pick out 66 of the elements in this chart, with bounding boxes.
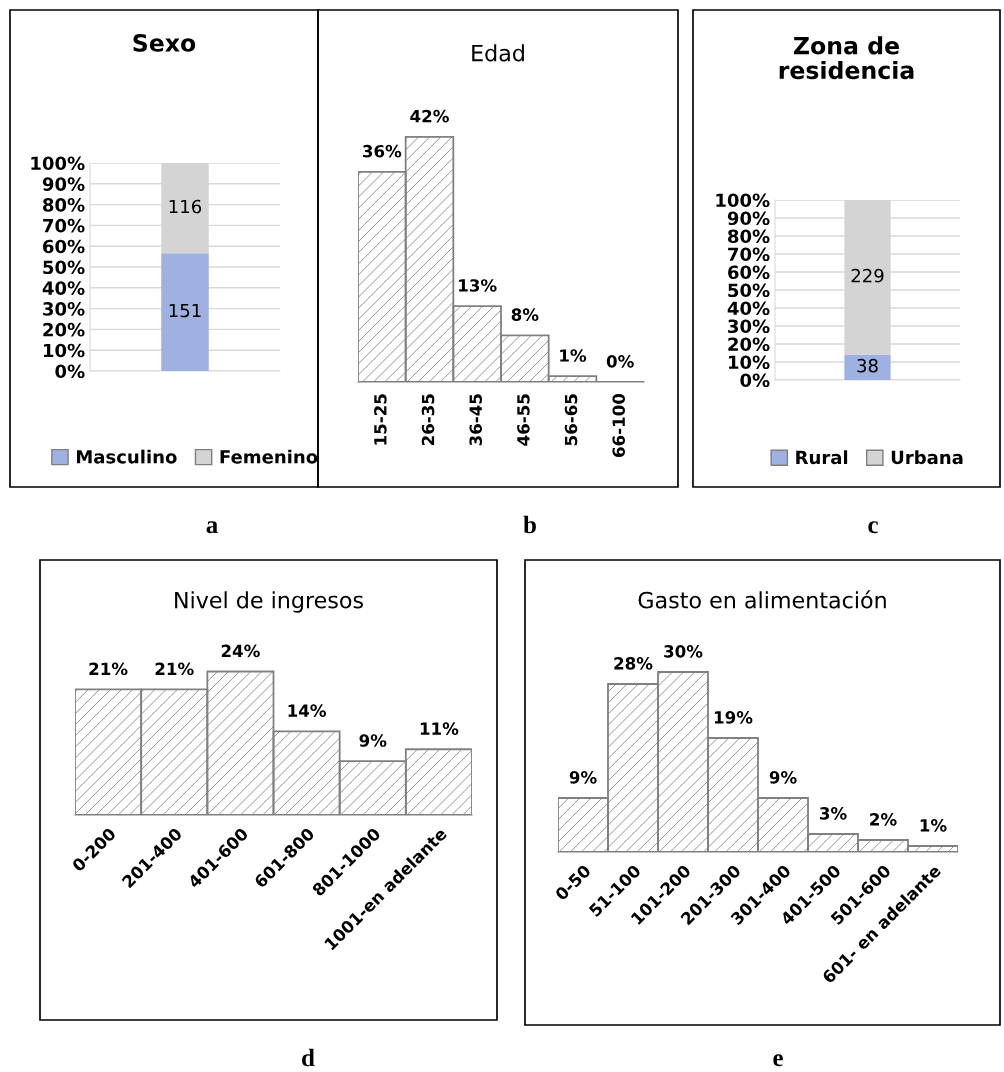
- y-tick-label: 80%: [43, 198, 85, 212]
- y-tick-label: 100%: [31, 156, 85, 171]
- text: c: [868, 521, 878, 534]
- text: d: [302, 1048, 315, 1067]
- data-label: 11%: [420, 722, 459, 735]
- chart-title: Nivel de ingresos: [175, 591, 363, 613]
- y-tick-label: 60%: [728, 265, 770, 280]
- data-label: 21%: [89, 662, 128, 676]
- y-tick-label: 30%: [728, 319, 770, 334]
- y-tick-label: 70%: [728, 247, 770, 262]
- annotation: 151: [169, 303, 201, 318]
- data-label: 1%: [920, 819, 947, 832]
- y-tick-label: 50%: [43, 260, 85, 275]
- x-tick-label: 56-65: [564, 394, 578, 446]
- data-label: 3%: [819, 807, 847, 820]
- y-tick-label: 70%: [43, 218, 85, 233]
- y-tick-label: 80%: [728, 229, 770, 244]
- data-label: 13%: [459, 279, 497, 292]
- y-tick-label: 10%: [728, 355, 770, 370]
- text: a: [206, 521, 218, 534]
- legend-label: Femenino: [220, 449, 318, 464]
- y-tick-label: 30%: [43, 302, 85, 316]
- y-tick-label: 40%: [727, 301, 770, 316]
- legend-label: Masculino: [76, 449, 177, 464]
- y-tick-label: 100%: [716, 193, 770, 208]
- chart-title: Edad: [472, 44, 524, 62]
- y-tick-label: 0%: [740, 373, 770, 388]
- legend-label: Rural: [796, 450, 848, 465]
- y-tick-label: 20%: [728, 337, 770, 352]
- legend-label: Urbana: [891, 450, 963, 465]
- data-label: 8%: [511, 308, 539, 321]
- chart-title: Sexo: [133, 33, 196, 52]
- data-label: 21%: [155, 662, 194, 676]
- y-tick-label: 50%: [728, 283, 770, 298]
- data-label: 0%: [606, 355, 634, 368]
- x-tick-label: 15-25: [374, 394, 387, 445]
- text: b: [523, 515, 536, 534]
- annotation: 38: [857, 358, 878, 373]
- data-label: 14%: [288, 704, 326, 717]
- y-tick-label: 90%: [42, 177, 85, 191]
- y-tick-label: 40%: [42, 281, 85, 295]
- x-tick-label: 46-55: [517, 394, 530, 446]
- chart-title: Gasto en alimentación: [638, 590, 886, 609]
- y-tick-label: 20%: [43, 322, 85, 337]
- data-label: 36%: [363, 144, 402, 158]
- y-tick-label: 0%: [55, 364, 85, 379]
- y-tick-label: 90%: [727, 211, 770, 226]
- annotation: 229: [851, 268, 884, 283]
- chart-title: Zona de residencia: [779, 36, 914, 80]
- y-tick-label: 10%: [43, 343, 85, 358]
- data-label: 30%: [664, 645, 703, 658]
- y-tick-label: 60%: [43, 239, 85, 254]
- annotation: 116: [169, 199, 202, 214]
- data-label: 1%: [560, 349, 587, 362]
- x-tick-label: 66-100: [612, 393, 625, 457]
- data-label: 42%: [410, 109, 449, 123]
- data-label: 28%: [614, 657, 653, 670]
- x-tick-label: 36-45: [469, 394, 482, 446]
- data-label: 9%: [769, 771, 797, 784]
- data-label: 2%: [870, 813, 897, 826]
- text: e: [773, 1054, 783, 1067]
- data-label: 19%: [714, 711, 753, 724]
- data-label: 24%: [221, 644, 260, 658]
- data-label: 9%: [359, 734, 387, 747]
- x-tick-label: 26-35: [421, 394, 435, 446]
- data-label: 9%: [569, 771, 597, 784]
